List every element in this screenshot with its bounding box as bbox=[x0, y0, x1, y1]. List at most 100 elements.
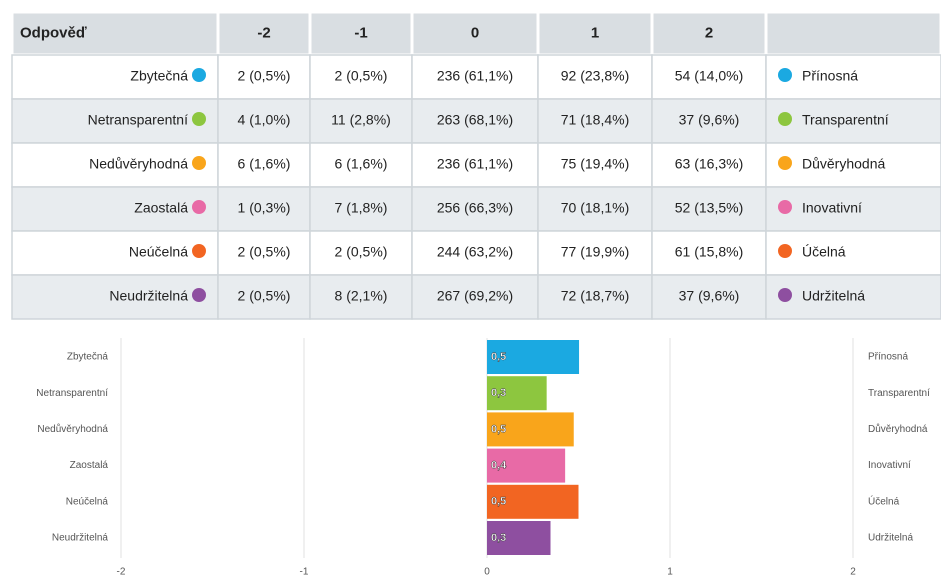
table-cell bbox=[411, 54, 539, 100]
table-value: 2 (0,5%) bbox=[335, 244, 388, 260]
table-value: 6 (1,6%) bbox=[238, 156, 291, 172]
table-cell bbox=[765, 54, 941, 100]
table-value: 7 (1,8%) bbox=[335, 200, 388, 216]
row-dot bbox=[778, 68, 792, 82]
row-dot bbox=[778, 244, 792, 258]
bar bbox=[487, 484, 579, 519]
table-value: 70 (18,1%) bbox=[561, 200, 629, 216]
x-tick-label: 2 bbox=[850, 567, 856, 578]
table-cell bbox=[651, 98, 767, 144]
row-dot bbox=[778, 156, 792, 170]
table-value: 4 (1,0%) bbox=[238, 112, 291, 128]
row-label: Zaostalá bbox=[134, 200, 188, 216]
category-label: Neudržitelná bbox=[52, 533, 109, 544]
right-label: Účelná bbox=[868, 494, 900, 507]
table-value: 236 (61,1%) bbox=[437, 156, 513, 172]
table-value: 11 (2,8%) bbox=[331, 112, 391, 128]
table-cell bbox=[651, 54, 767, 100]
table-value: 54 (14,0%) bbox=[675, 68, 743, 84]
table-cell bbox=[537, 274, 653, 320]
header-text: -1 bbox=[354, 24, 367, 41]
table-value: 72 (18,7%) bbox=[561, 288, 629, 304]
row-dot bbox=[192, 112, 206, 126]
table-cell bbox=[11, 142, 219, 188]
table-value: 2 (0,5%) bbox=[238, 68, 291, 84]
table-cell bbox=[217, 274, 311, 320]
bar-value-label: 0,4 bbox=[491, 460, 507, 472]
table-cell bbox=[217, 98, 311, 144]
table-value: 256 (66,3%) bbox=[437, 200, 513, 216]
bar bbox=[487, 340, 580, 374]
row-right-label: Transparentní bbox=[802, 112, 889, 128]
row-dot bbox=[192, 244, 206, 258]
table-value: 263 (68,1%) bbox=[437, 112, 513, 128]
table-cell bbox=[765, 142, 941, 188]
table-value: 75 (19,4%) bbox=[561, 156, 629, 172]
header-text: 0 bbox=[471, 24, 479, 41]
bar-value-label: 0,5 bbox=[491, 351, 506, 363]
x-tick-label: -2 bbox=[117, 567, 126, 578]
category-label: Zbytečná bbox=[67, 352, 109, 363]
header-cell bbox=[764, 10, 941, 57]
bar-value-label: 0,3 bbox=[491, 532, 506, 544]
bar bbox=[487, 412, 574, 447]
row-dot bbox=[192, 68, 206, 82]
row-label: Neúčelná bbox=[129, 244, 188, 260]
category-label: Zaostalá bbox=[70, 460, 109, 471]
row-label: Neudržitelná bbox=[109, 288, 188, 304]
right-label: Důvěryhodná bbox=[868, 423, 928, 435]
row-right-label: Inovativní bbox=[802, 200, 862, 216]
header-text: 1 bbox=[591, 24, 599, 41]
header-text: Odpověď bbox=[20, 24, 87, 41]
table-cell bbox=[217, 142, 311, 188]
table-cell bbox=[765, 274, 941, 320]
category-label: Nedůvěryhodná bbox=[37, 423, 108, 435]
table-value: 236 (61,1%) bbox=[437, 68, 513, 84]
category-label: Netransparentní bbox=[36, 388, 108, 399]
category-label: Neúčelná bbox=[66, 496, 109, 507]
right-label: Inovativní bbox=[868, 460, 911, 471]
row-right-label: Účelná bbox=[802, 244, 846, 260]
row-dot bbox=[192, 200, 206, 214]
row-right-label: Důvěryhodná bbox=[802, 156, 885, 172]
bar bbox=[487, 376, 547, 411]
bar bbox=[487, 448, 566, 483]
table-cell bbox=[309, 186, 413, 232]
right-label: Přínosná bbox=[868, 352, 908, 363]
bar-value-label: 0,3 bbox=[491, 387, 506, 399]
x-tick-label: 1 bbox=[667, 567, 673, 578]
table-value: 8 (2,1%) bbox=[335, 288, 388, 304]
row-right-label: Přínosná bbox=[802, 68, 858, 84]
row-dot bbox=[778, 112, 792, 126]
row-label: Netransparentní bbox=[88, 112, 189, 128]
table-cell bbox=[765, 98, 941, 144]
table-value: 6 (1,6%) bbox=[335, 156, 388, 172]
row-label: Zbytečná bbox=[130, 68, 188, 84]
table-value: 37 (9,6%) bbox=[679, 288, 740, 304]
table-cell bbox=[217, 54, 311, 100]
x-tick-label: 0 bbox=[484, 567, 490, 578]
table-value: 244 (63,2%) bbox=[437, 244, 513, 260]
table-value: 2 (0,5%) bbox=[238, 244, 291, 260]
table-cell bbox=[651, 230, 767, 276]
row-right-label: Udržitelná bbox=[802, 288, 865, 304]
table-cell bbox=[537, 230, 653, 276]
row-dot bbox=[192, 156, 206, 170]
table-cell bbox=[651, 274, 767, 320]
bar-value-label: 0,5 bbox=[491, 423, 506, 435]
row-dot bbox=[778, 200, 792, 214]
x-tick-label: -1 bbox=[300, 567, 309, 578]
table-value: 37 (9,6%) bbox=[679, 112, 740, 128]
table-value: 63 (16,3%) bbox=[675, 156, 743, 172]
row-dot bbox=[778, 288, 792, 302]
right-label: Transparentní bbox=[868, 388, 930, 399]
header-text: 2 bbox=[705, 24, 713, 41]
table-value: 92 (23,8%) bbox=[561, 68, 629, 84]
table-value: 52 (13,5%) bbox=[675, 200, 743, 216]
table-value: 2 (0,5%) bbox=[335, 68, 388, 84]
table-cell bbox=[411, 274, 539, 320]
table-value: 1 (0,3%) bbox=[238, 200, 291, 216]
row-dot bbox=[192, 288, 206, 302]
bar-value-label: 0,5 bbox=[491, 496, 506, 508]
